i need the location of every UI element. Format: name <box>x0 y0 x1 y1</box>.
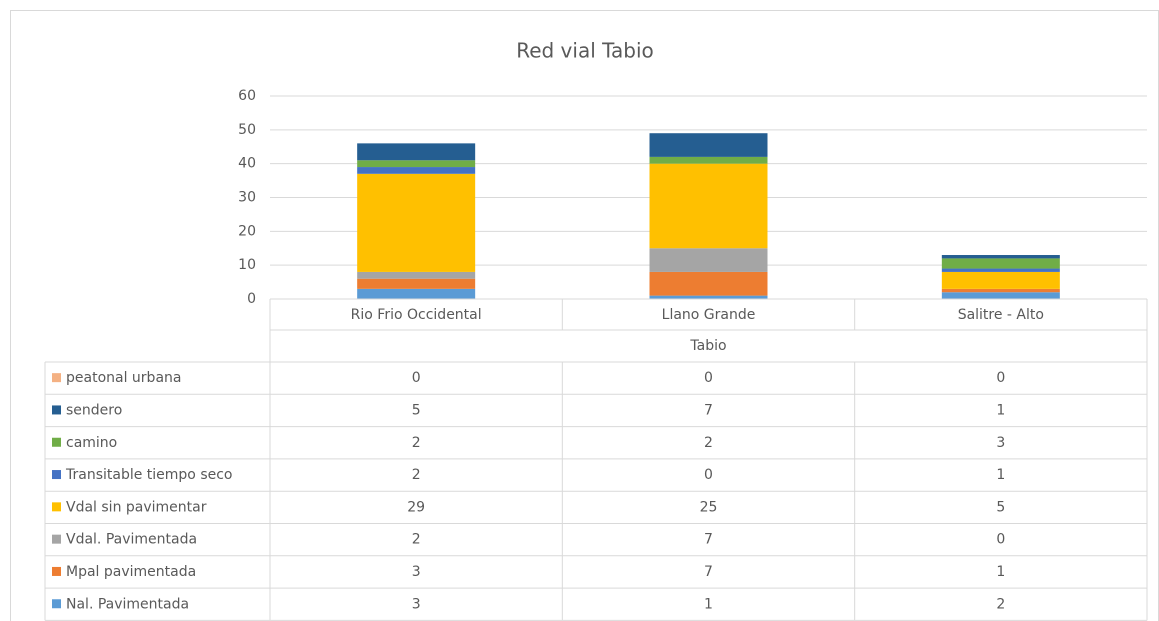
legend-swatch <box>52 470 61 480</box>
table-value: 29 <box>407 499 425 515</box>
chart-area <box>10 10 1159 621</box>
bar-segment <box>649 271 768 296</box>
table-value: 2 <box>412 467 421 483</box>
bar-segment <box>649 163 768 249</box>
table-value: 2 <box>996 596 1005 612</box>
table-value: 2 <box>412 435 421 451</box>
table-value: 1 <box>996 467 1005 483</box>
table-value: 7 <box>704 532 713 548</box>
bar-segment <box>357 173 476 272</box>
bar-segment <box>357 143 476 161</box>
table-value: 2 <box>704 435 713 451</box>
legend-swatch <box>52 405 61 415</box>
bar-segment <box>357 167 476 174</box>
table-value: 1 <box>704 596 713 612</box>
bar-segment <box>649 248 768 272</box>
bar-segment <box>357 271 476 279</box>
y-tick-label: 20 <box>238 223 256 239</box>
bar-segment <box>941 258 1060 269</box>
legend-label: Vdal sin pavimentar <box>66 499 207 515</box>
bar-segment <box>941 255 1060 259</box>
legend-label: sendero <box>66 402 122 418</box>
table-value: 5 <box>996 499 1005 515</box>
bar-segment <box>357 288 476 299</box>
table-value: 2 <box>412 532 421 548</box>
y-tick-label: 0 <box>247 291 256 307</box>
table-value: 0 <box>412 370 421 386</box>
legend-label: peatonal urbana <box>66 370 181 386</box>
x-tick-label: Rio Frio Occidental <box>351 307 482 323</box>
table-value: 0 <box>996 370 1005 386</box>
y-tick-label: 30 <box>238 190 256 206</box>
bar-segment <box>941 292 1060 299</box>
legend-swatch <box>52 599 61 609</box>
bar-segment <box>357 160 476 168</box>
chart-title: Red vial Tabio <box>516 39 654 63</box>
x-axis-label: Tabio <box>689 338 726 354</box>
bar-segment <box>357 278 476 289</box>
y-tick-label: 40 <box>238 156 256 172</box>
table-value: 1 <box>996 564 1005 580</box>
bar-segment <box>649 295 768 299</box>
legend-label: Transitable tiempo seco <box>65 467 233 483</box>
legend-swatch <box>52 373 61 383</box>
bar-segment <box>941 271 1060 289</box>
x-tick-label: Llano Grande <box>662 307 756 323</box>
legend-label: Mpal pavimentada <box>66 564 196 580</box>
table-value: 3 <box>412 564 421 580</box>
legend-label: Nal. Pavimentada <box>66 596 189 612</box>
bar-segment <box>649 133 768 157</box>
y-tick-label: 50 <box>238 122 256 138</box>
legend-swatch <box>52 534 61 544</box>
legend-swatch <box>52 502 61 512</box>
legend-swatch <box>52 437 61 447</box>
x-tick-label: Salitre - Alto <box>958 307 1044 323</box>
table-value: 5 <box>412 402 421 418</box>
table-value: 3 <box>412 596 421 612</box>
table-value: 0 <box>996 532 1005 548</box>
bar-segment <box>649 156 768 164</box>
y-tick-label: 10 <box>238 257 256 273</box>
table-value: 7 <box>704 564 713 580</box>
legend-swatch <box>52 566 61 576</box>
table-value: 25 <box>700 499 718 515</box>
legend-label: camino <box>66 435 117 451</box>
table-value: 7 <box>704 402 713 418</box>
table-value: 0 <box>704 370 713 386</box>
legend-label: Vdal. Pavimentada <box>66 532 197 548</box>
table-value: 1 <box>996 402 1005 418</box>
y-tick-label: 60 <box>238 88 256 104</box>
bar-segment <box>941 288 1060 293</box>
table-value: 0 <box>704 467 713 483</box>
table-value: 3 <box>996 435 1005 451</box>
bar-segment <box>941 268 1060 272</box>
